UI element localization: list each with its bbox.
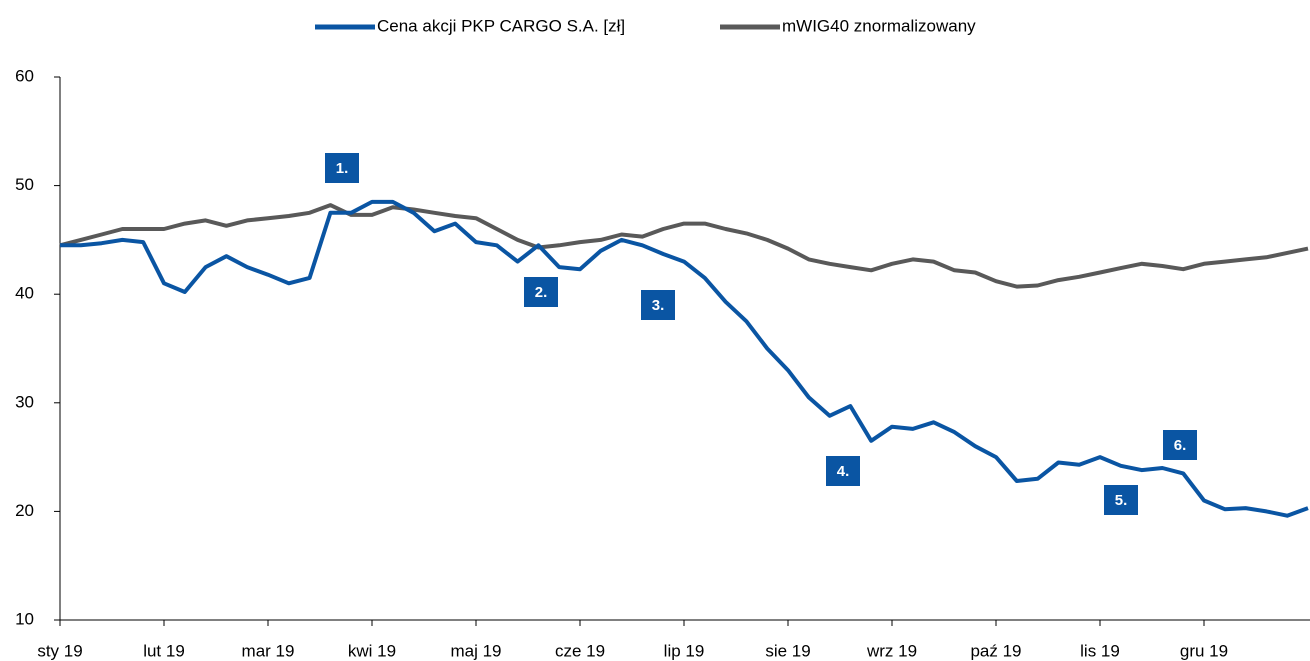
x-tick-label: kwi 19 [348,641,396,660]
annotation-box [1163,430,1197,460]
y-tick-label: 40 [15,284,34,303]
y-tick-label: 20 [15,501,34,520]
series-line [60,199,1309,518]
y-tick-label: 50 [15,175,34,194]
annotation-box [641,290,675,320]
annotation-box [826,456,860,486]
x-tick-label: lis 19 [1080,641,1120,660]
annotation-box [325,153,359,183]
legend-label: Cena akcji PKP CARGO S.A. [zł] [377,16,625,35]
x-tick-label: gru 19 [1180,641,1228,660]
y-tick-label: 30 [15,392,34,411]
x-tick-label: maj 19 [450,641,501,660]
x-tick-label: sty 19 [37,641,82,660]
x-tick-label: cze 19 [555,641,605,660]
annotation-label: 6. [1174,437,1187,454]
x-tick-label: sie 19 [765,641,810,660]
x-tick-label: paź 19 [970,641,1021,660]
series-line [59,203,1309,289]
annotation-label: 1. [336,160,349,177]
legend-label: mWIG40 znormalizowany [782,16,976,35]
annotation-box [1104,485,1138,515]
y-tick-label: 60 [15,66,34,85]
x-tick-label: wrz 19 [866,641,917,660]
annotation-box [524,277,558,307]
annotation-label: 2. [535,284,548,301]
x-tick-label: lip 19 [664,641,705,660]
x-tick-label: mar 19 [242,641,295,660]
annotation-label: 4. [837,463,850,480]
y-tick-label: 10 [15,609,34,628]
x-tick-label: lut 19 [143,641,185,660]
annotation-label: 3. [652,297,665,314]
annotation-label: 5. [1115,492,1128,509]
